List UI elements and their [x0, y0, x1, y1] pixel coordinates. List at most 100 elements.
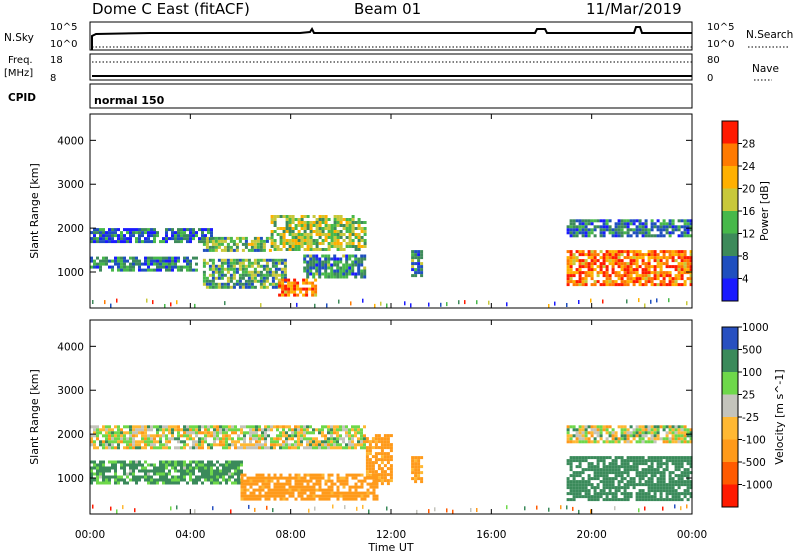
data-cell-5: [623, 440, 627, 444]
data-cell-2: [303, 491, 307, 495]
data-cell-2: [342, 497, 346, 501]
data-cell-2: [211, 236, 215, 240]
data-cell-2: [333, 491, 337, 495]
data-cell-5: [584, 437, 588, 441]
data-cell-3: [259, 282, 263, 286]
data-cell-1: [114, 478, 117, 482]
data-cell-8: [620, 225, 624, 229]
data-cell-5: [620, 434, 624, 438]
data-cell-8: [593, 219, 597, 223]
data-cell-0: [207, 231, 210, 235]
data-cell-2: [267, 473, 271, 477]
data-cell-2: [282, 491, 286, 495]
ground-scatter: [626, 299, 628, 304]
data-cell-5: [635, 434, 639, 438]
data-cell-3: [238, 264, 242, 268]
data-cell-1: [114, 463, 117, 467]
data-cell-3: [277, 258, 281, 262]
data-cell-5: [593, 431, 597, 435]
data-cell-3: [374, 476, 378, 480]
data-cell-1: [183, 256, 186, 260]
ground-scatter: [452, 509, 454, 514]
data-cell-0: [108, 443, 111, 447]
data-cell-1: [237, 475, 240, 479]
data-cell-0: [219, 425, 222, 429]
data-cell-4: [291, 215, 295, 218]
data-cell-6: [662, 480, 666, 484]
data-cell-6: [665, 492, 669, 496]
data-cell-3: [244, 264, 248, 268]
data-cell-6: [303, 254, 307, 258]
data-cell-4: [300, 215, 304, 218]
data-cell-3: [277, 273, 281, 277]
data-cell-2: [330, 494, 334, 498]
data-cell-8: [623, 222, 627, 226]
data-cell-2: [244, 239, 248, 243]
data-cell-6: [575, 459, 579, 463]
data-cell-6: [650, 465, 654, 469]
data-cell-3: [247, 261, 251, 265]
data-cell-6: [339, 269, 343, 273]
data-cell-6: [602, 492, 606, 496]
data-cell-4: [315, 230, 319, 233]
data-cell-4: [285, 248, 289, 251]
data-cell-9: [629, 268, 633, 272]
data-cell-4: [336, 236, 340, 239]
data-cell-5: [566, 425, 570, 429]
data-cell-1: [102, 463, 105, 467]
data-cell-6: [336, 272, 340, 276]
data-cell-6: [689, 471, 693, 475]
data-cell-6: [318, 269, 322, 273]
data-cell-3: [202, 270, 206, 274]
data-cell-3: [265, 264, 269, 268]
data-cell-3: [217, 267, 221, 271]
data-cell-6: [620, 456, 624, 460]
data-cell-1: [231, 481, 234, 485]
data-cell-5: [602, 440, 606, 444]
ground-scatter: [470, 508, 472, 512]
data-cell-3: [247, 264, 251, 268]
data-cell-0: [93, 434, 96, 438]
data-cell-9: [566, 280, 570, 284]
data-cell-8: [587, 222, 591, 226]
data-cell-5: [596, 431, 600, 435]
data-cell-9: [635, 268, 639, 272]
data-cell-5: [614, 431, 618, 435]
data-cell-0: [114, 240, 117, 244]
data-cell-6: [659, 492, 663, 496]
data-cell-5: [650, 428, 654, 432]
data-cell-6: [587, 456, 591, 460]
data-cell-3: [389, 449, 393, 453]
data-cell-0: [318, 428, 321, 432]
data-cell-0: [255, 446, 258, 450]
data-cell-3: [250, 264, 254, 268]
data-cell-2: [330, 482, 334, 486]
data-cell-0: [129, 231, 132, 235]
data-cell-6: [620, 492, 624, 496]
data-cell-4: [318, 242, 322, 245]
data-cell-6: [569, 480, 573, 484]
data-cell-9: [566, 277, 570, 281]
data-cell-3: [214, 264, 218, 268]
data-cell-9: [689, 265, 693, 269]
data-cell-4: [315, 239, 319, 242]
data-cell-0: [171, 234, 174, 238]
ground-scatter: [536, 505, 538, 510]
data-cell-1: [192, 460, 195, 464]
data-cell-6: [680, 474, 684, 478]
data-cell-2: [372, 479, 376, 483]
data-cell-8: [662, 222, 666, 226]
data-cell-4: [336, 233, 340, 236]
data-cell-6: [614, 474, 618, 478]
data-cell-3: [386, 437, 390, 441]
data-cell-2: [351, 476, 355, 480]
data-cell-0: [129, 434, 132, 438]
data-cell-0: [234, 425, 237, 429]
data-cell-4: [357, 218, 361, 221]
nsky-tick-bottom: 10^0: [50, 39, 77, 50]
data-cell-6: [605, 480, 609, 484]
data-cell-4: [411, 456, 415, 460]
ground-scatter: [602, 299, 604, 304]
data-cell-3: [214, 282, 218, 286]
data-cell-4: [282, 227, 286, 230]
